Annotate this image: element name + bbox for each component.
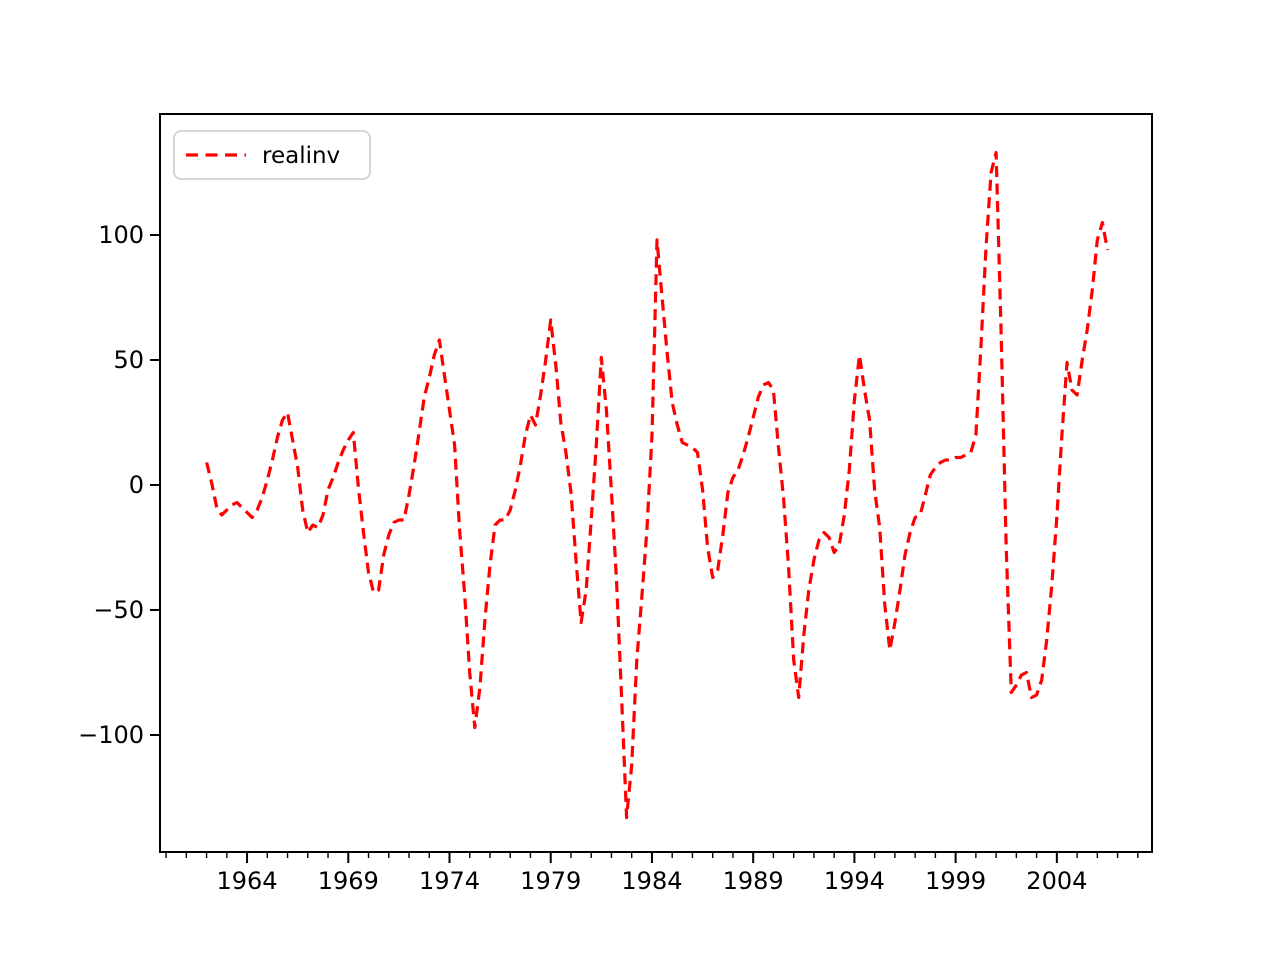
- realinv-series-line: [205, 150, 1110, 820]
- x-tick-label: 2004: [1026, 867, 1087, 895]
- x-tick-label: 1999: [925, 867, 986, 895]
- x-tick-label: 1989: [723, 867, 784, 895]
- y-tick-label: 0: [129, 471, 144, 499]
- y-tick-label: −100: [78, 721, 144, 749]
- y-tick-label: −50: [93, 596, 144, 624]
- plot-area: [159, 113, 1153, 853]
- legend-label: realinv: [262, 143, 340, 169]
- x-tick-label: 1964: [217, 867, 278, 895]
- legend-box: [173, 130, 371, 180]
- x-tick-label: 1979: [520, 867, 581, 895]
- x-tick-label: 1974: [419, 867, 480, 895]
- y-tick-label: 50: [113, 346, 144, 374]
- y-tick-label: 100: [98, 221, 144, 249]
- x-tick-label: 1984: [621, 867, 682, 895]
- x-tick-label: 1994: [824, 867, 885, 895]
- x-tick-label: 1969: [318, 867, 379, 895]
